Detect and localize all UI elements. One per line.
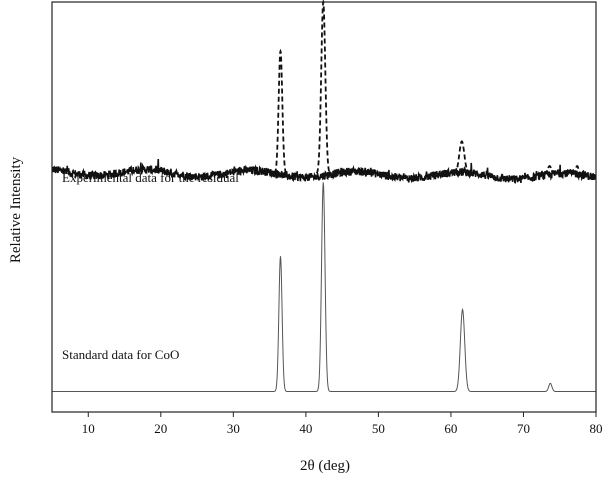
x-axis-label: 2θ (deg) bbox=[300, 458, 350, 474]
axes: 10 20 30 40 50 60 70 80 bbox=[51, 1, 603, 436]
standard-series-line bbox=[52, 182, 596, 392]
experimental-peak bbox=[572, 165, 582, 176]
x-tick-label: 80 bbox=[590, 421, 603, 436]
axis-frame bbox=[51, 1, 597, 413]
x-tick-label: 70 bbox=[517, 421, 530, 436]
experimental-baseline bbox=[51, 159, 597, 184]
plot-area bbox=[51, 0, 597, 392]
annotation-standard: Standard data for CoO bbox=[62, 347, 179, 362]
x-tick-label: 50 bbox=[372, 421, 385, 436]
y-axis-label: Relative Intensity bbox=[8, 156, 24, 263]
annotation-experimental: Experimental data for the residual bbox=[62, 170, 239, 185]
x-tick-label: 60 bbox=[444, 421, 457, 436]
x-tick-label: 30 bbox=[227, 421, 240, 436]
experimental-peak bbox=[543, 165, 556, 176]
experimental-peak bbox=[453, 140, 471, 175]
x-tick-label: 40 bbox=[299, 421, 312, 436]
experimental-peak bbox=[315, 0, 331, 174]
x-tick-label: 20 bbox=[154, 421, 167, 436]
x-tick-label: 10 bbox=[82, 421, 95, 436]
experimental-peak bbox=[273, 48, 288, 174]
